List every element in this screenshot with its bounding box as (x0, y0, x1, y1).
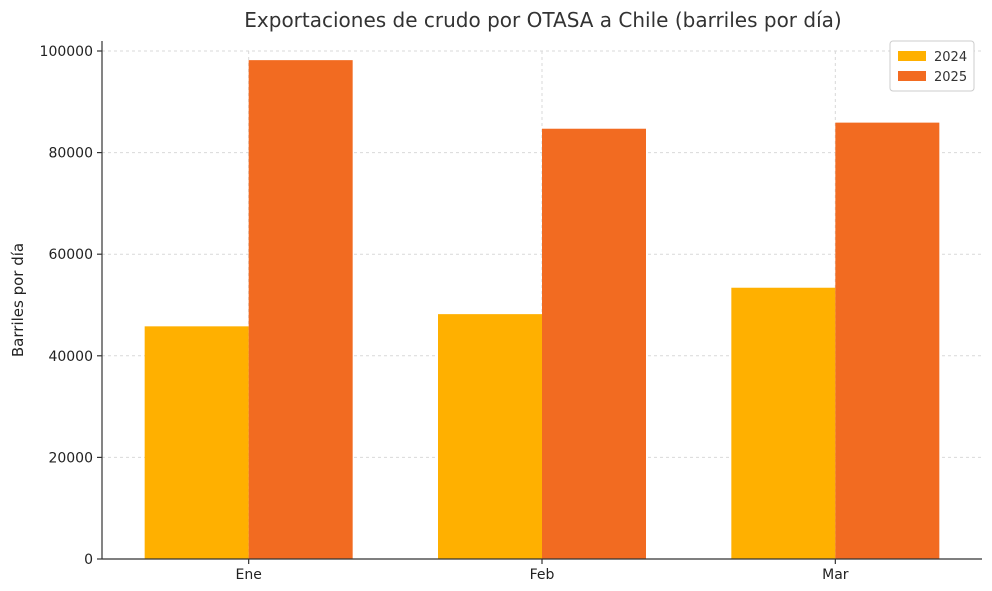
legend: 2024 2025 (889, 40, 975, 92)
bars (144, 60, 940, 560)
y-axis-label: Barriles por día (9, 243, 27, 357)
legend-label-2025: 2025 (934, 70, 967, 85)
y-tick-label: 60000 (48, 247, 93, 263)
y-tick-label: 40000 (48, 349, 93, 365)
y-tick-label: 0 (84, 552, 93, 568)
bar-2025-Ene (248, 60, 353, 559)
y-tick-label: 100000 (40, 44, 93, 60)
legend-label-2024: 2024 (934, 50, 967, 65)
legend-swatch-2025 (898, 71, 926, 81)
x-tick-labels: Ene Feb Mar (235, 559, 849, 583)
y-tick-label: 80000 (48, 146, 93, 162)
x-tick-label: Ene (235, 567, 261, 583)
y-tick-labels: 0 20000 40000 60000 80000 100000 (40, 44, 102, 568)
bar-2025-Feb (542, 128, 646, 559)
legend-swatch-2024 (898, 51, 926, 61)
y-tick-label: 20000 (48, 450, 93, 466)
x-tick-label: Feb (530, 567, 555, 583)
bar-2024-Ene (144, 326, 249, 559)
bar-2024-Mar (731, 287, 836, 559)
bar-2025-Mar (835, 122, 940, 560)
bar-2024-Feb (438, 314, 542, 559)
x-tick-label: Mar (822, 567, 849, 583)
chart-title: Exportaciones de crudo por OTASA a Chile… (244, 8, 841, 32)
